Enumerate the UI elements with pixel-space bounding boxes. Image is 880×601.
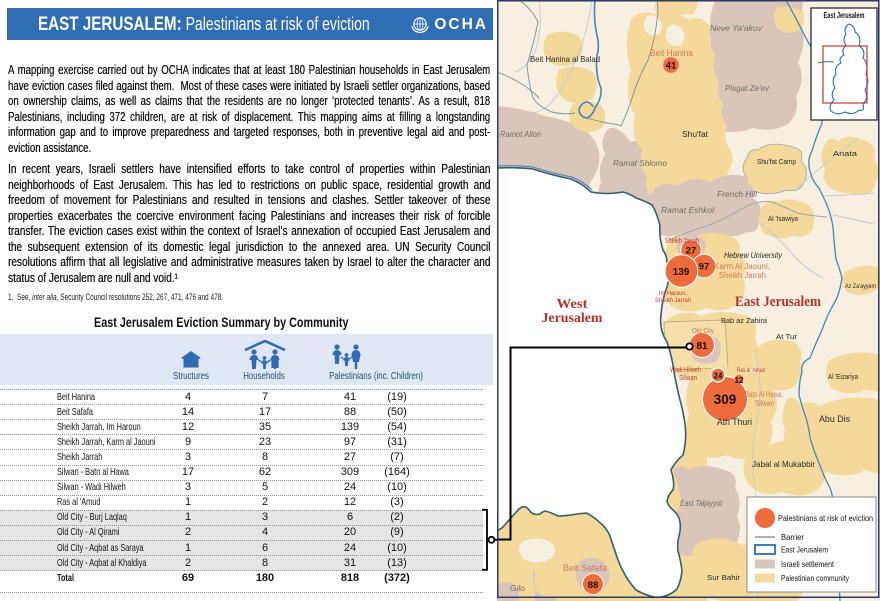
svg-text:Pisgat Ze'ev: Pisgat Ze'ev bbox=[725, 84, 770, 93]
svg-text:Sheikh Jarrah: Sheikh Jarrah bbox=[719, 271, 766, 280]
svg-text:East Jerusalem: East Jerusalem bbox=[824, 10, 865, 20]
svg-text:Abu Dis: Abu Dis bbox=[819, 414, 850, 424]
svg-text:Old City: Old City bbox=[692, 326, 714, 335]
svg-text:Beit Hanina: Beit Hanina bbox=[650, 48, 694, 59]
svg-text:Bab az Zahira: Bab az Zahira bbox=[721, 316, 768, 325]
svg-text:Anata: Anata bbox=[833, 149, 858, 158]
svg-text:Jerusalem: Jerusalem bbox=[542, 311, 603, 326]
svg-text:East Talpiyyot: East Talpiyyot bbox=[680, 499, 723, 508]
svg-text:Wadi Hilweh: Wadi Hilweh bbox=[670, 367, 701, 374]
svg-text:Ramat Shlomo: Ramat Shlomo bbox=[613, 159, 668, 168]
svg-text:Palestinian community: Palestinian community bbox=[781, 574, 849, 583]
svg-text:12: 12 bbox=[735, 376, 744, 385]
svg-text:Karm Al Jaouni,: Karm Al Jaouni, bbox=[714, 262, 770, 271]
svg-text:Silwan: Silwan bbox=[755, 399, 774, 408]
svg-text:Shu'fat Camp: Shu'fat Camp bbox=[757, 157, 796, 166]
svg-text:Ramot Allon: Ramot Allon bbox=[500, 130, 542, 139]
svg-text:East Jerusalem: East Jerusalem bbox=[735, 294, 821, 310]
svg-text:Al 'Eizariya: Al 'Eizariya bbox=[828, 374, 858, 381]
svg-text:West: West bbox=[557, 297, 588, 312]
svg-text:Shu'fat: Shu'fat bbox=[682, 130, 709, 139]
svg-text:Sheikh Jarrah: Sheikh Jarrah bbox=[665, 238, 699, 245]
svg-text:Beit Hanina al Balad: Beit Hanina al Balad bbox=[530, 54, 600, 64]
svg-text:Sur Bahir: Sur Bahir bbox=[707, 573, 741, 582]
svg-text:Batn Al Hawa,: Batn Al Hawa, bbox=[745, 390, 783, 399]
svg-text:Palestinians at risk of evicti: Palestinians at risk of eviction bbox=[778, 514, 873, 523]
svg-text:Sheikh Jarrah: Sheikh Jarrah bbox=[655, 297, 691, 304]
svg-text:Ramat Eshkol: Ramat Eshkol bbox=[661, 206, 714, 215]
svg-text:97: 97 bbox=[699, 262, 710, 273]
svg-text:Silwan: Silwan bbox=[679, 375, 697, 382]
svg-text:Al 'Isawiya: Al 'Isawiya bbox=[768, 214, 799, 223]
svg-text:27: 27 bbox=[686, 246, 697, 257]
svg-text:Israeli settlement: Israeli settlement bbox=[781, 560, 835, 569]
svg-text:41: 41 bbox=[666, 61, 677, 72]
svg-text:Ras al 'Amud: Ras al 'Amud bbox=[737, 367, 765, 374]
svg-text:24: 24 bbox=[714, 372, 723, 381]
svg-text:French Hill: French Hill bbox=[717, 190, 757, 199]
svg-text:Jabal al Mukabbir: Jabal al Mukabbir bbox=[752, 460, 815, 469]
svg-text:Im Haroun,: Im Haroun, bbox=[659, 290, 687, 297]
svg-text:88: 88 bbox=[588, 580, 599, 591]
svg-text:Neve Ya'akov: Neve Ya'akov bbox=[710, 24, 763, 33]
svg-text:Az Za'ayyem: Az Za'ayyem bbox=[845, 283, 876, 290]
svg-text:East Jerusalem: East Jerusalem bbox=[781, 546, 828, 555]
svg-text:Gilo: Gilo bbox=[510, 584, 526, 593]
svg-text:At Tur: At Tur bbox=[776, 332, 798, 341]
svg-text:Barrier: Barrier bbox=[781, 533, 804, 542]
svg-text:Hebrew University: Hebrew University bbox=[724, 251, 783, 260]
svg-text:Beit Safafa: Beit Safafa bbox=[563, 563, 607, 573]
svg-text:309: 309 bbox=[714, 392, 737, 407]
svg-text:81: 81 bbox=[696, 341, 708, 352]
svg-text:139: 139 bbox=[673, 267, 690, 278]
svg-text:Ath Thuri: Ath Thuri bbox=[717, 417, 752, 427]
